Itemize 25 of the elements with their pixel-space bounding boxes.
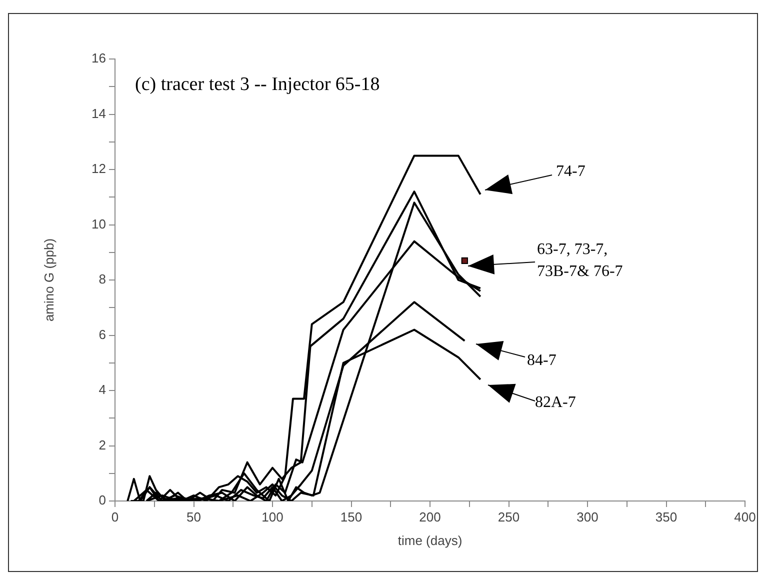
y-tick-label: 14 — [92, 106, 106, 121]
y-tick-label: 4 — [98, 382, 106, 398]
y-tick-label: 12 — [92, 161, 106, 176]
x-tick-label: 50 — [186, 509, 201, 524]
y-tick-label: 16 — [92, 50, 106, 66]
x-tick-label: 350 — [655, 509, 678, 524]
y-tick-label: 6 — [98, 326, 106, 342]
x-tick-label: 200 — [419, 509, 441, 524]
x-tick-label: 250 — [498, 509, 520, 524]
y-tick-label: 0 — [98, 492, 106, 508]
x-axis-title: time (days) — [398, 532, 462, 548]
y-tick-label: 10 — [92, 216, 106, 232]
y-axis-title: amino G (ppb) — [41, 238, 56, 322]
y-tick-label: 8 — [98, 272, 106, 287]
annotation: 84-7 — [527, 351, 556, 371]
annotation: 74-7 — [556, 162, 586, 182]
x-tick-label: 0 — [111, 509, 119, 524]
annotation: 82A-7 — [535, 393, 576, 413]
x-tick-label: 150 — [340, 509, 362, 524]
text: (c) tracer test 3 -- Injector 65-18 — [135, 74, 380, 95]
x-tick-label: 400 — [734, 509, 756, 524]
x-tick-label: 100 — [262, 509, 284, 524]
y-tick-label: 2 — [98, 437, 106, 452]
x-tick-label: 300 — [576, 509, 598, 524]
annotation: 63-7, 73-7, 73B-7& 76-7 — [537, 240, 623, 282]
